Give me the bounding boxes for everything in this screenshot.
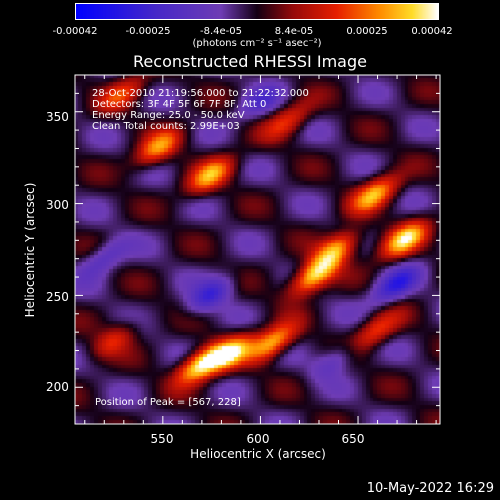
info-detectors: Detectors: 3F 4F 5F 6F 7F 8F, Att 0 — [92, 99, 267, 110]
info-time-range: 28-Oct-2010 21:19:56.000 to 21:22:32.000 — [92, 88, 309, 99]
y-tick-label: 300 — [46, 198, 69, 212]
info-energy-range: Energy Range: 25.0 - 50.0 keV — [92, 110, 245, 121]
colorbar-tick-label: 8.4e-05 — [274, 26, 314, 37]
peak-position-label: Position of Peak = [567, 228] — [95, 397, 241, 408]
y-tick-label: 200 — [46, 380, 69, 394]
x-tick-label: 550 — [150, 432, 174, 446]
y-tick-label: 250 — [46, 290, 69, 304]
colorbar-tick-label: -0.00042 — [52, 26, 98, 37]
colorbar-tick-label: 0.00042 — [411, 26, 453, 37]
info-clean-counts: Clean Total counts: 2.99E+03 — [92, 121, 240, 132]
y-tick-label: 350 — [46, 110, 69, 124]
x-tick-label: 600 — [246, 432, 270, 446]
x-tick-label: 650 — [341, 432, 365, 446]
heatmap-image — [75, 75, 440, 424]
x-axis-label: Heliocentric X (arcsec) — [190, 447, 326, 461]
colorbar-unit: (photons cm⁻² s⁻¹ asec⁻²) — [192, 38, 322, 49]
datestamp: 10-May-2022 16:29 — [366, 481, 494, 496]
colorbar — [75, 3, 439, 20]
colorbar-tick-label: -0.00025 — [125, 26, 171, 37]
colorbar-tick-label: 0.00025 — [346, 26, 388, 37]
chart-title: Reconstructed RHESSI Image — [133, 52, 367, 71]
colorbar-tick-label: -8.4e-05 — [200, 26, 242, 37]
y-axis-label: Heliocentric Y (arcsec) — [23, 182, 37, 318]
